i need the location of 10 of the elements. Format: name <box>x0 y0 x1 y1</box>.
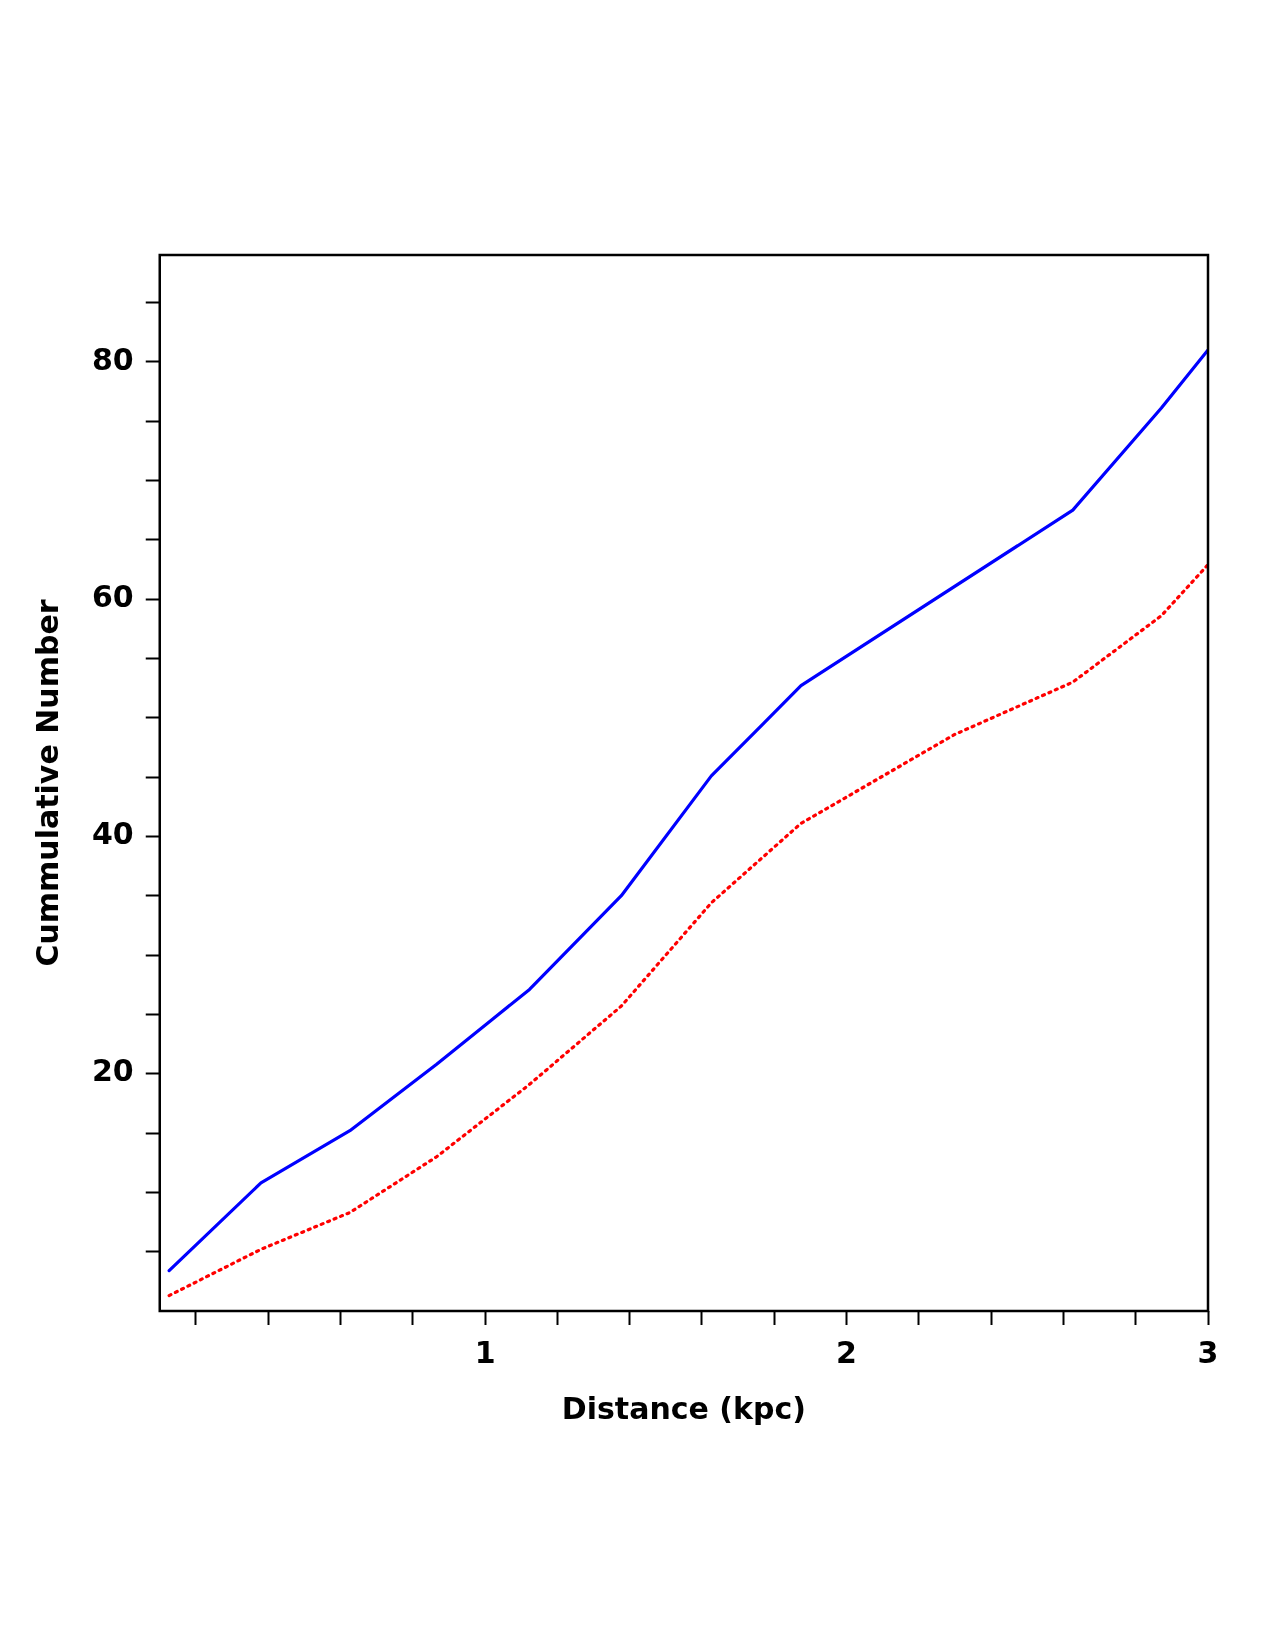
x-tick-label: 3 <box>1197 1334 1219 1370</box>
line-series <box>167 563 1208 1298</box>
y-axis-title: Cummulative Number <box>29 599 65 967</box>
y-tick-label: 80 <box>92 341 134 377</box>
y-tick-label: 40 <box>92 816 134 852</box>
x-axis-title: Distance (kpc) <box>561 1390 806 1426</box>
y-tick-label: 60 <box>92 578 134 614</box>
x-tick-label: 2 <box>836 1334 857 1370</box>
y-tick-label: 20 <box>92 1053 134 1089</box>
x-tick-label: 1 <box>474 1334 496 1370</box>
